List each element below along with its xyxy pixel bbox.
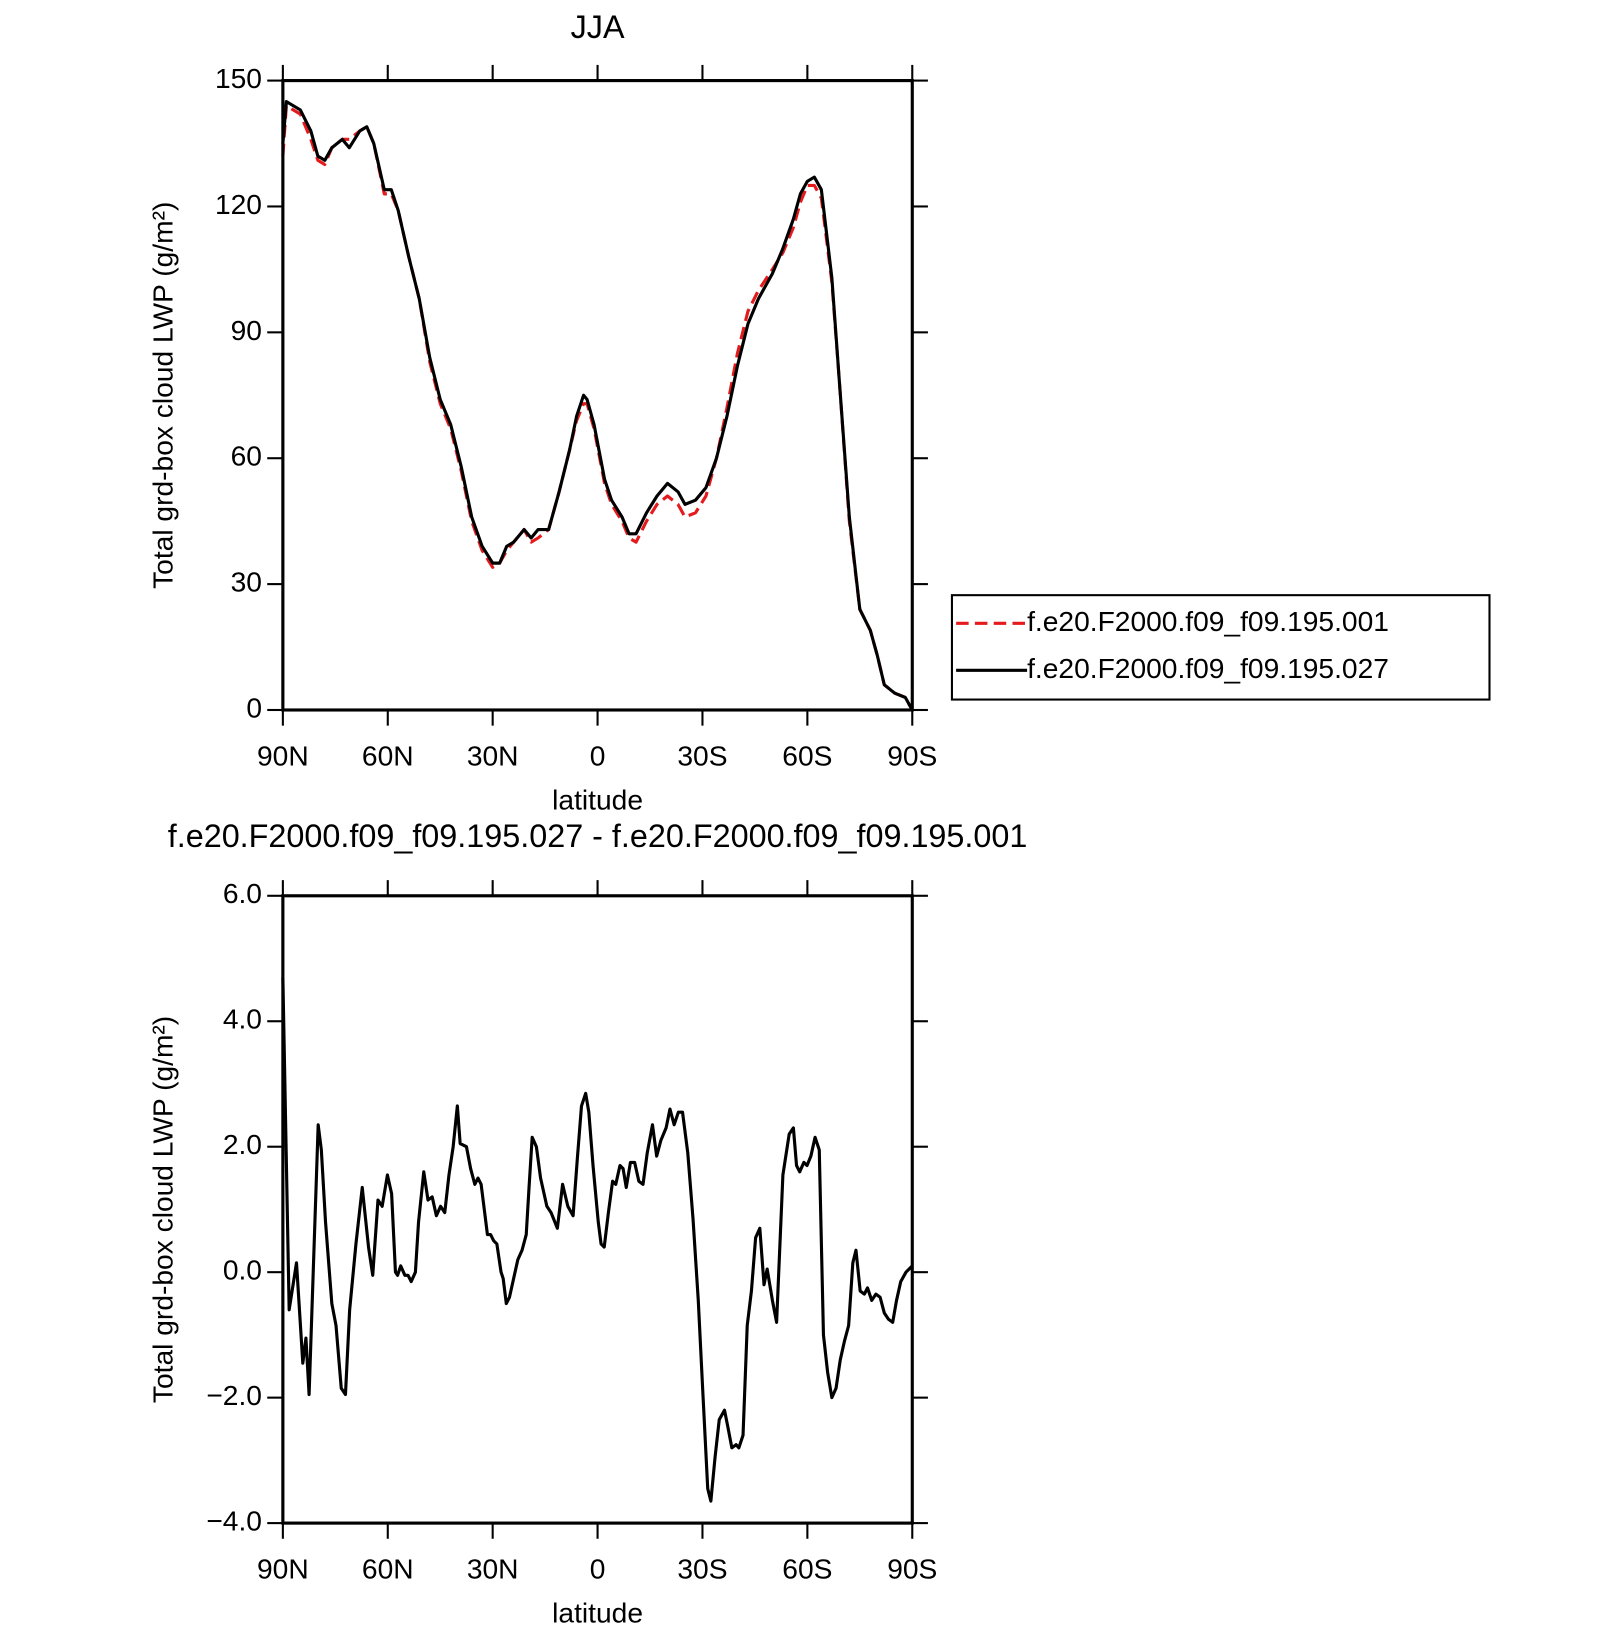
y-tick-label: −4.0 [206, 1505, 262, 1537]
series-line [281, 977, 914, 1503]
y-tick-label: 60 [231, 440, 262, 472]
chart-title: JJA [571, 9, 625, 45]
y-tick-label: 4.0 [223, 1003, 262, 1035]
y-tick-label: 0 [246, 691, 262, 723]
x-tick-label: 30S [677, 739, 727, 771]
x-tick-label: 60S [782, 739, 832, 771]
x-tick-label: 60N [362, 739, 414, 771]
legend-label: f.e20.F2000.f09_f09.195.027 [1027, 652, 1389, 684]
y-tick-label: 30 [231, 566, 262, 598]
legend-box [950, 594, 1491, 701]
x-axis-label: latitude [552, 783, 643, 815]
x-tick-label: 30N [467, 1553, 519, 1585]
y-tick-label: 90 [231, 314, 262, 346]
series-line [281, 104, 914, 711]
x-axis-label: latitude [552, 1596, 643, 1628]
series-line [281, 99, 914, 711]
x-tick-label: 90S [887, 739, 937, 771]
x-tick-label: 90S [887, 1553, 937, 1585]
chart-title: f.e20.F2000.f09_f09.195.027 - f.e20.F200… [168, 818, 1028, 854]
y-tick-label: −2.0 [206, 1379, 262, 1411]
x-tick-label: 90N [257, 739, 309, 771]
x-tick-label: 90N [257, 1553, 309, 1585]
y-tick-label: 0.0 [223, 1254, 262, 1286]
x-tick-label: 60S [782, 1553, 832, 1585]
legend-label: f.e20.F2000.f09_f09.195.001 [1027, 605, 1389, 637]
x-tick-label: 0 [590, 1553, 606, 1585]
y-tick-label: 150 [215, 62, 262, 94]
y-tick-label: 6.0 [223, 877, 262, 909]
x-tick-label: 60N [362, 1553, 414, 1585]
y-axis-label: Total grd-box cloud LWP (g/m²) [146, 1016, 178, 1403]
y-tick-label: 2.0 [223, 1128, 262, 1160]
x-tick-label: 30S [677, 1553, 727, 1585]
plot-frame [281, 79, 914, 712]
y-tick-label: 120 [215, 188, 262, 220]
x-tick-label: 30N [467, 739, 519, 771]
x-tick-label: 0 [590, 739, 606, 771]
y-axis-label: Total grd-box cloud LWP (g/m²) [146, 202, 178, 589]
